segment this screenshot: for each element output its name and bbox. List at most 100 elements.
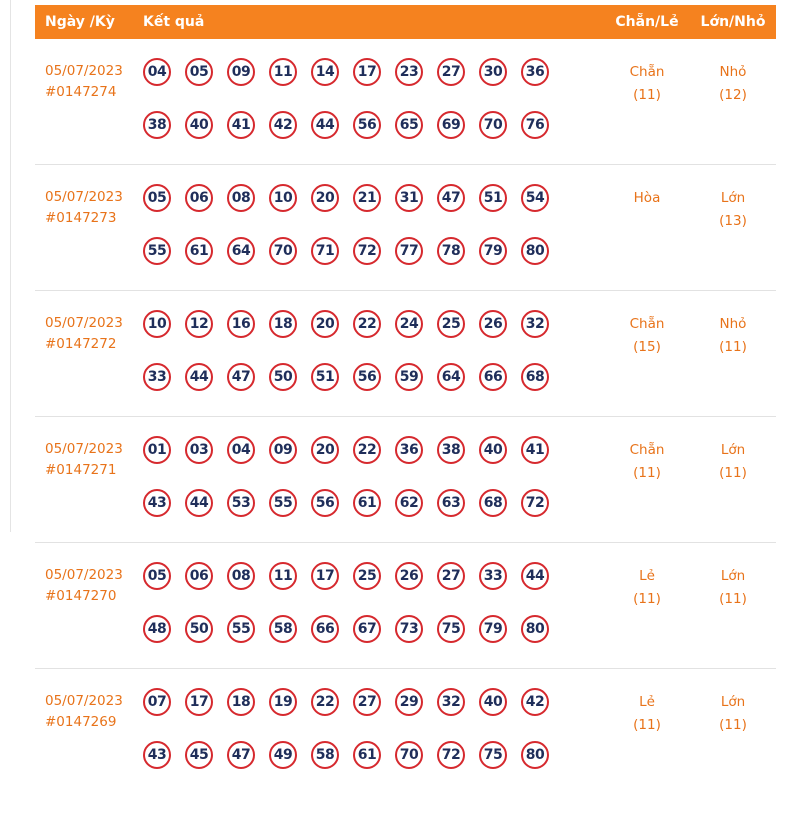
number-ball: 10 [269,184,297,212]
cell-date-period: 05/07/2023 #0147271 [35,436,143,481]
number-ball: 16 [227,310,255,338]
draw-id: #0147273 [45,209,117,226]
number-ball: 65 [395,111,423,139]
number-ball: 55 [227,615,255,643]
even-odd-count: (11) [633,464,661,481]
number-ball: 49 [269,741,297,769]
number-ball: 38 [437,436,465,464]
number-ball: 53 [227,489,255,517]
number-ball: 29 [395,688,423,716]
even-odd-count: (11) [633,716,661,733]
even-odd: Lẻ (11) [604,688,690,737]
number-ball: 40 [479,436,507,464]
even-odd-value: Hòa [633,190,661,206]
number-ball: 08 [227,562,255,590]
draw-date: 05/07/2023 [45,567,123,583]
number-ball: 42 [269,111,297,139]
number-ball: 54 [521,184,549,212]
number-ball: 80 [521,741,549,769]
draw-id: #0147274 [45,83,117,100]
number-ball: 51 [479,184,507,212]
draw-id: #0147271 [45,461,117,478]
number-ball: 31 [395,184,423,212]
cell-result-numbers: 01 03 04 09 20 22 36 38 40 41 43 44 53 55 56 61 62 63 68 72 [143,436,604,517]
draw-date: 05/07/2023 [45,441,123,457]
number-ball: 58 [311,741,339,769]
number-line: 04 05 09 11 14 17 23 27 30 36 [143,58,604,86]
number-ball: 40 [185,111,213,139]
number-ball: 40 [479,688,507,716]
table-row: 05/07/2023 #0147270 05 06 08 11 17 25 26 27 33 44 48… [35,543,776,669]
number-ball: 21 [353,184,381,212]
number-line: 43 44 53 55 56 61 62 63 68 72 [143,489,604,517]
draw-date: 05/07/2023 [45,315,123,331]
number-ball: 73 [395,615,423,643]
big-small-count: (13) [719,212,747,229]
number-ball: 79 [479,615,507,643]
number-ball: 64 [227,237,255,265]
number-ball: 44 [521,562,549,590]
number-ball: 47 [227,741,255,769]
number-ball: 44 [185,489,213,517]
number-ball: 50 [269,363,297,391]
big-small-value: Lớn [720,694,746,710]
number-ball: 17 [353,58,381,86]
cell-result-numbers: 04 05 09 11 14 17 23 27 30 36 38 40 41 42 44 56 65 69 70 76 [143,58,604,139]
even-odd-count: (15) [633,338,661,355]
number-ball: 27 [353,688,381,716]
header-big-small: Lớn/Nhỏ [700,14,766,30]
number-ball: 58 [269,615,297,643]
big-small: Nhỏ (12) [690,58,776,107]
number-ball: 66 [311,615,339,643]
cell-date-period: 05/07/2023 #0147272 [35,310,143,355]
number-ball: 26 [479,310,507,338]
number-line: 05 06 08 10 20 21 31 47 51 54 [143,184,604,212]
number-ball: 38 [143,111,171,139]
number-ball: 55 [143,237,171,265]
number-ball: 68 [479,489,507,517]
even-odd-value: Chẵn [629,64,665,80]
number-ball: 55 [269,489,297,517]
number-line: 38 40 41 42 44 56 65 69 70 76 [143,111,604,139]
number-ball: 25 [353,562,381,590]
number-ball: 68 [521,363,549,391]
number-ball: 61 [353,741,381,769]
number-ball: 04 [227,436,255,464]
big-small: Lớn (11) [690,562,776,611]
table-body: 05/07/2023 #0147274 04 05 09 11 14 17 23 27 30 36 38… [35,39,776,794]
table-header: Ngày /Kỳ Kết quả Chẵn/Lẻ Lớn/Nhỏ [35,5,776,39]
number-ball: 61 [353,489,381,517]
big-small-value: Lớn [720,442,746,458]
number-ball: 26 [395,562,423,590]
number-ball: 71 [311,237,339,265]
number-ball: 67 [353,615,381,643]
big-small-count: (12) [719,86,747,103]
even-odd-value: Chẵn [629,316,665,332]
even-odd-count: (11) [633,590,661,607]
cell-date-period: 05/07/2023 #0147273 [35,184,143,229]
number-ball: 45 [185,741,213,769]
big-small: Nhỏ (11) [690,310,776,359]
number-ball: 19 [269,688,297,716]
number-ball: 70 [269,237,297,265]
header-even-odd: Chẵn/Lẻ [615,14,679,30]
number-ball: 18 [269,310,297,338]
number-line: 01 03 04 09 20 22 36 38 40 41 [143,436,604,464]
number-ball: 78 [437,237,465,265]
number-ball: 04 [143,58,171,86]
number-line: 55 61 64 70 71 72 77 78 79 80 [143,237,604,265]
lottery-results-table: Ngày /Kỳ Kết quả Chẵn/Lẻ Lớn/Nhỏ 05/07/2… [35,5,776,794]
draw-date: 05/07/2023 [45,189,123,205]
number-ball: 36 [395,436,423,464]
number-ball: 27 [437,58,465,86]
number-ball: 20 [311,310,339,338]
number-ball: 44 [311,111,339,139]
number-ball: 06 [185,562,213,590]
number-ball: 32 [437,688,465,716]
number-ball: 11 [269,562,297,590]
number-ball: 17 [185,688,213,716]
draw-date: 05/07/2023 [45,693,123,709]
number-ball: 09 [269,436,297,464]
number-ball: 72 [353,237,381,265]
number-ball: 36 [521,58,549,86]
